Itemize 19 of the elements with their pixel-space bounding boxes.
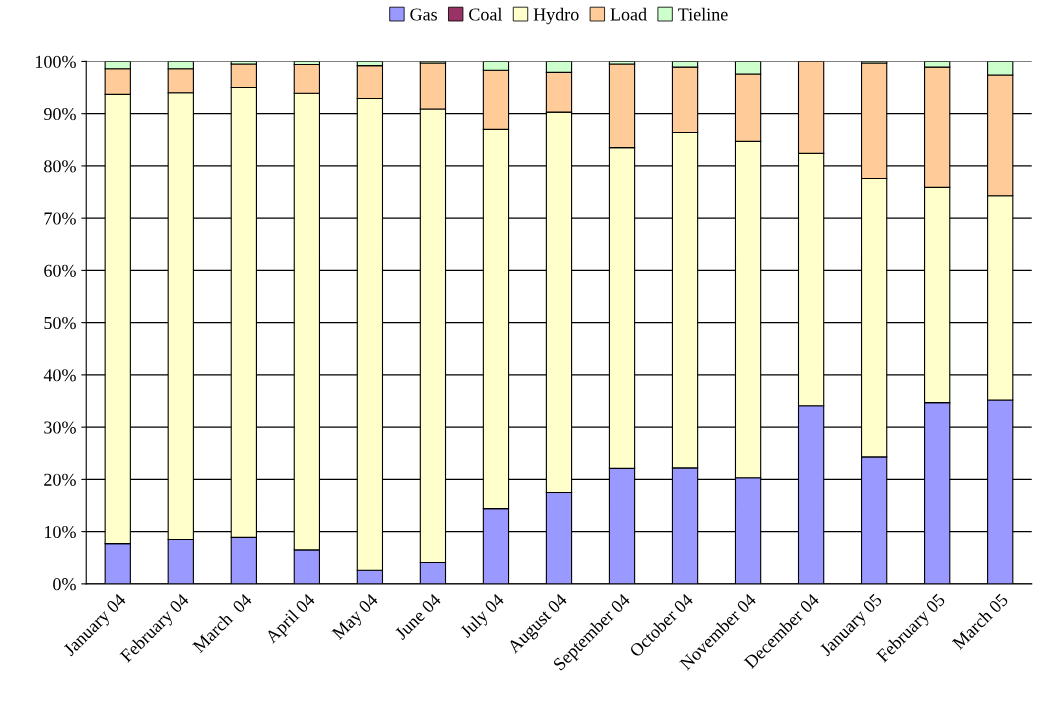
- y-tick-label: 100%: [35, 55, 76, 68]
- x-tick-label: July 04: [458, 592, 508, 641]
- legend-label: Tieline: [678, 7, 728, 21]
- x-tick-label: June 04: [394, 592, 442, 641]
- legend-label: Hydro: [533, 7, 579, 25]
- y-tick-label: 60%: [44, 264, 76, 277]
- legend-label: Load: [610, 7, 647, 21]
- y-tick-label: 30%: [44, 421, 76, 434]
- y-tick-label: 40%: [43, 369, 76, 382]
- x-tick-label: May 04: [331, 592, 382, 643]
- legend-label: Gas: [410, 8, 437, 21]
- legend-label: Coal: [469, 7, 503, 21]
- y-tick-label: 90%: [44, 107, 76, 121]
- y-tick-label: 20%: [44, 473, 76, 486]
- y-tick-label: 80%: [44, 160, 76, 173]
- y-tick-label: 70%: [44, 212, 76, 225]
- y-tick-label: 50%: [44, 316, 76, 330]
- y-tick-label: 0%: [53, 578, 76, 591]
- y-tick-label: 10%: [45, 525, 76, 539]
